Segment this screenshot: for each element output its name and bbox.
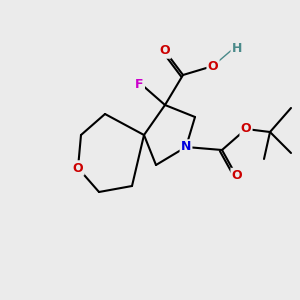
Text: N: N [181,140,191,154]
Text: O: O [241,122,251,136]
Text: O: O [73,161,83,175]
Text: O: O [160,44,170,58]
Text: O: O [208,59,218,73]
Text: H: H [232,41,242,55]
Text: O: O [232,169,242,182]
Text: F: F [135,77,144,91]
